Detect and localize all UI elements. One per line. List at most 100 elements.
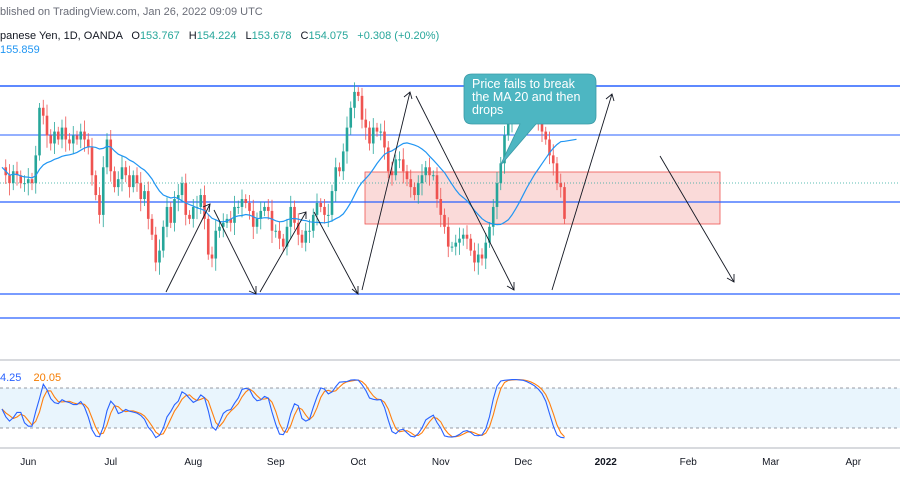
candle-body — [446, 226, 450, 247]
candle-body — [154, 234, 158, 263]
candle-body — [349, 107, 353, 128]
candle-body — [105, 139, 109, 168]
trend-arrow — [551, 93, 613, 291]
candle-body — [184, 183, 188, 215]
high-value: 154.224 — [196, 30, 237, 42]
candle-body — [8, 175, 11, 184]
trend-arrows — [165, 91, 735, 295]
candle-body — [386, 147, 390, 172]
candle-body — [308, 230, 311, 232]
candle-body — [360, 95, 364, 120]
candle-body — [79, 131, 83, 140]
published-header: blished on TradingView.com, Jan 26, 2022… — [0, 6, 263, 18]
candle-body — [19, 175, 23, 184]
candle-body — [206, 218, 210, 255]
x-tick-label: Sep — [267, 457, 285, 468]
candle-body — [176, 195, 180, 200]
x-tick-label: Dec — [514, 457, 532, 468]
candle-body — [120, 167, 124, 180]
x-tick-label: Aug — [184, 457, 202, 468]
candle-body — [330, 191, 334, 215]
candle-body — [439, 199, 443, 215]
candle-body — [559, 183, 563, 188]
candle-body — [315, 202, 319, 215]
candle-body — [68, 139, 71, 144]
candle-body — [413, 187, 416, 196]
candle-body — [229, 218, 233, 223]
candle-body — [323, 206, 326, 215]
candle-body — [394, 159, 398, 176]
candle-body — [405, 171, 409, 180]
candle-body — [371, 127, 375, 144]
low-label: L — [245, 30, 252, 42]
arrow-head — [248, 286, 257, 295]
low-value: 153.678 — [251, 30, 292, 42]
candle-body — [233, 206, 236, 223]
candle-body — [248, 202, 251, 211]
candle-body — [289, 206, 293, 227]
candle-body — [266, 206, 270, 211]
stoch-d-line — [1, 379, 565, 438]
published-text: blished on TradingView.com, Jan 26, 2022… — [0, 6, 263, 18]
candle-body — [41, 107, 45, 116]
candle-body — [334, 167, 338, 192]
stoch-d-value: 20.05 — [33, 372, 62, 384]
candle-body — [390, 171, 394, 176]
candle-body — [30, 179, 34, 184]
candle-body — [173, 199, 176, 223]
trend-arrow — [259, 211, 307, 293]
arrow-head — [726, 274, 735, 283]
candle-body — [488, 226, 491, 243]
trend-arrow — [415, 95, 515, 291]
candle-body — [428, 167, 431, 176]
candle-body — [364, 119, 368, 128]
candlestick-series — [4, 80, 566, 275]
candle-body — [161, 226, 165, 251]
candle-body — [263, 206, 266, 211]
time-axis: Jun Jul Aug Sep Oct Nov Dec 2022 Feb Mar Apr — [20, 457, 862, 468]
candle-body — [15, 171, 19, 176]
candle-body — [499, 163, 503, 184]
candle-body — [255, 218, 259, 227]
candle-body — [45, 115, 49, 136]
candle-body — [480, 254, 484, 259]
candle-body — [548, 139, 551, 156]
candle-body — [49, 135, 53, 144]
candle-body — [383, 131, 386, 148]
candle-body — [278, 230, 281, 239]
candle-body — [116, 179, 120, 188]
candle-body — [420, 175, 424, 184]
candle-body — [71, 135, 75, 144]
arrow-head — [351, 286, 359, 295]
candle-body — [75, 135, 79, 140]
symbol-legend: panese Yen, 1D, OANDA O153.767 H154.224 … — [0, 30, 439, 42]
ma-value: 155.859 — [0, 44, 40, 56]
candle-body — [240, 199, 244, 207]
candle-body — [551, 155, 555, 164]
candle-body — [484, 242, 488, 259]
candle-body — [506, 123, 510, 136]
candle-body — [251, 210, 255, 227]
candle-body — [259, 210, 263, 219]
x-tick-label: Jul — [104, 457, 117, 468]
arrow-head — [506, 282, 515, 291]
candle-body — [375, 127, 379, 132]
candle-body — [563, 187, 566, 219]
candle-body — [94, 175, 98, 196]
arrow-head — [298, 211, 307, 219]
candle-body — [555, 163, 559, 184]
stoch-legend: 4.25 20.05 — [0, 372, 61, 384]
candle-body — [345, 127, 349, 152]
candle-body — [503, 135, 506, 164]
candle-body — [244, 199, 248, 203]
high-label: H — [188, 30, 197, 42]
candle-body — [191, 206, 195, 219]
trend-arrow — [165, 203, 211, 293]
close-label: C — [300, 30, 309, 42]
trend-arrow — [213, 209, 257, 295]
candle-body — [398, 159, 401, 161]
candle-body — [285, 226, 289, 247]
x-tick-label: Apr — [845, 457, 861, 468]
candle-body — [469, 238, 473, 251]
